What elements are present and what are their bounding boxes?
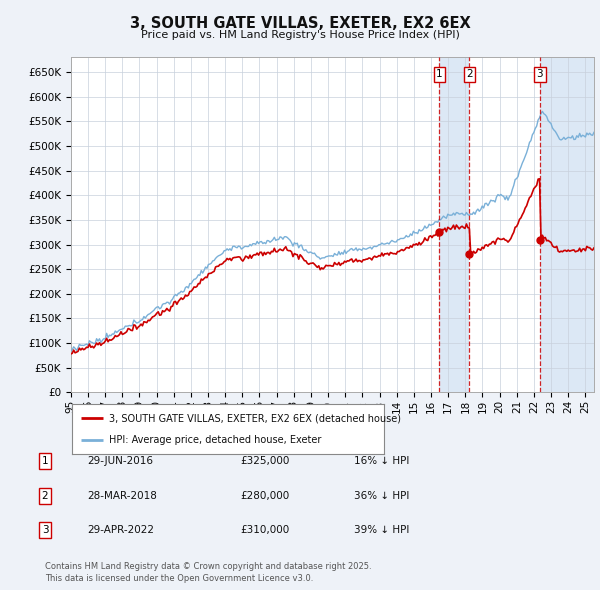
Text: 3: 3 [41, 525, 49, 535]
Text: 36% ↓ HPI: 36% ↓ HPI [354, 491, 409, 500]
Bar [439, 57, 469, 392]
Text: 3, SOUTH GATE VILLAS, EXETER, EX2 6EX: 3, SOUTH GATE VILLAS, EXETER, EX2 6EX [130, 16, 470, 31]
Text: 2: 2 [466, 70, 473, 80]
Text: 29-JUN-2016: 29-JUN-2016 [87, 457, 153, 466]
Text: Price paid vs. HM Land Registry's House Price Index (HPI): Price paid vs. HM Land Registry's House … [140, 31, 460, 40]
Text: 1: 1 [41, 457, 49, 466]
Text: 3: 3 [536, 70, 543, 80]
Text: 2: 2 [41, 491, 49, 500]
Text: £310,000: £310,000 [240, 525, 289, 535]
Text: HPI: Average price, detached house, Exeter: HPI: Average price, detached house, Exet… [109, 435, 322, 445]
Text: £280,000: £280,000 [240, 491, 289, 500]
Text: 3, SOUTH GATE VILLAS, EXETER, EX2 6EX (detached house): 3, SOUTH GATE VILLAS, EXETER, EX2 6EX (d… [109, 413, 401, 423]
Text: Contains HM Land Registry data © Crown copyright and database right 2025.
This d: Contains HM Land Registry data © Crown c… [45, 562, 371, 583]
Text: 29-APR-2022: 29-APR-2022 [87, 525, 154, 535]
Text: 16% ↓ HPI: 16% ↓ HPI [354, 457, 409, 466]
Text: 28-MAR-2018: 28-MAR-2018 [87, 491, 157, 500]
Bar [539, 57, 594, 392]
Text: £325,000: £325,000 [240, 457, 289, 466]
Text: 39% ↓ HPI: 39% ↓ HPI [354, 525, 409, 535]
Text: 1: 1 [436, 70, 443, 80]
